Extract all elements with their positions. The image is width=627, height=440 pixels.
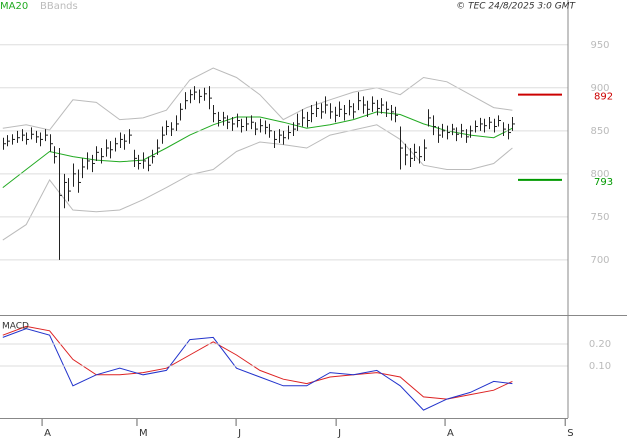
- legend-bbands: BBands: [40, 1, 78, 12]
- y-tick-label: 0.10: [589, 361, 611, 372]
- level-label: 793: [594, 177, 613, 188]
- x-tick-label: J: [237, 428, 241, 439]
- x-tick-label: M: [139, 428, 148, 439]
- macd-line: [2, 325, 513, 400]
- ma20-line: [2, 111, 513, 188]
- legend-ma20: MA20: [0, 1, 28, 12]
- macd-line: [2, 328, 513, 411]
- panel: 700 750 800 850 900 950 892 793: [0, 40, 613, 266]
- bband-lower: [2, 124, 513, 241]
- y-tick-label: 800: [590, 169, 609, 180]
- y-tick-label: 0.20: [589, 339, 611, 350]
- bband-upper: [2, 67, 513, 131]
- x-tick-label: A: [447, 428, 454, 439]
- y-tick-label: 850: [590, 126, 609, 137]
- y-tick-label: 950: [590, 40, 609, 51]
- x-tick-label: S: [567, 428, 573, 439]
- panel-title: MACD: [2, 322, 29, 332]
- panel: 0.10 0.20 A M J J A S: [0, 339, 611, 439]
- x-tick-label: J: [337, 428, 341, 439]
- y-tick-label: 900: [590, 83, 609, 94]
- x-tick-label: A: [44, 428, 51, 439]
- y-tick-label: 700: [590, 255, 609, 266]
- level-label: 892: [594, 92, 613, 103]
- y-tick-label: 750: [590, 212, 609, 223]
- source: © TEC 24/8/2025 3:0 GMT: [456, 2, 576, 12]
